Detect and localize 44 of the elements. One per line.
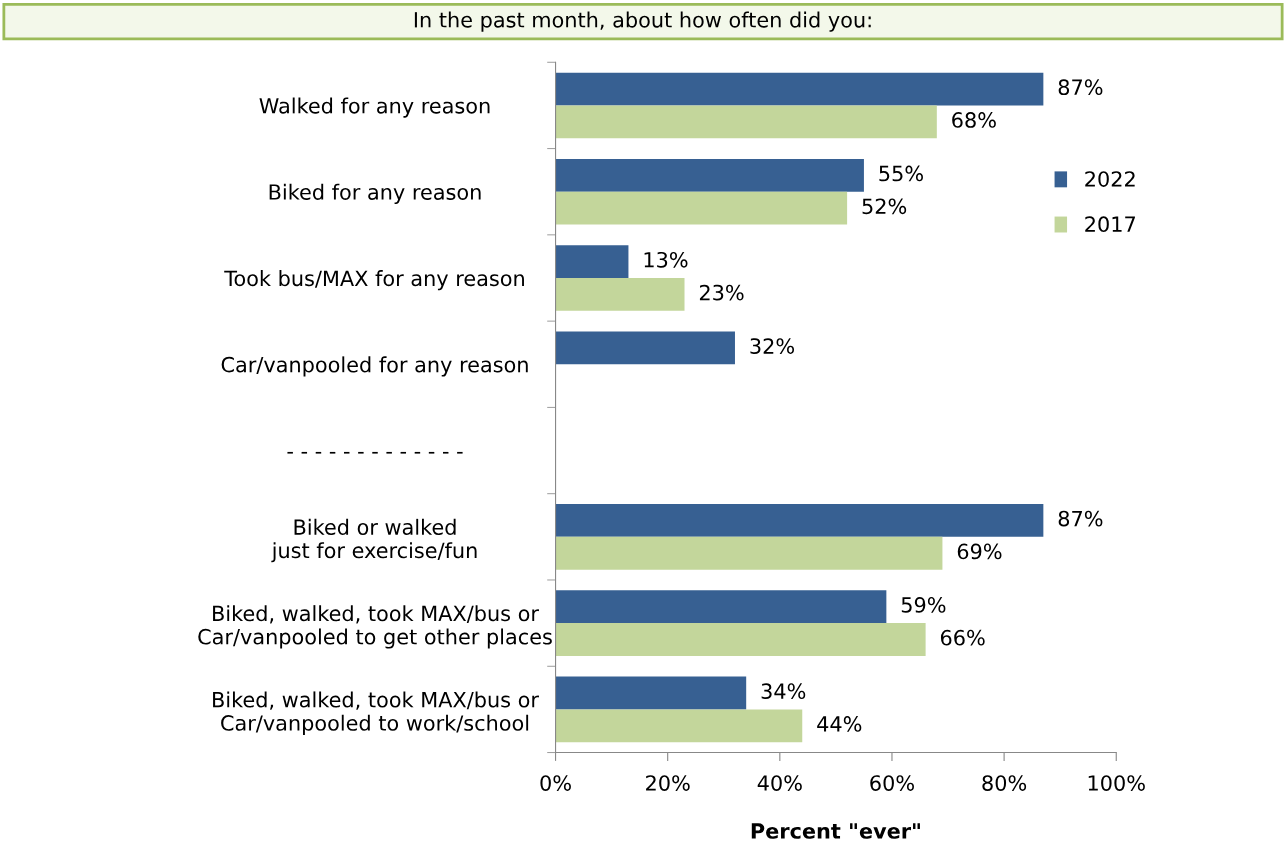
x-axis-title: Percent "ever" xyxy=(751,823,920,839)
data-label: 34% xyxy=(761,683,806,700)
bar xyxy=(555,158,864,192)
x-tick-label: 20% xyxy=(646,775,690,791)
bar xyxy=(555,536,943,570)
data-label: 44% xyxy=(817,716,862,732)
y-tick-label: Walked for any reason xyxy=(259,97,490,118)
bar xyxy=(555,277,685,311)
y-tick-label: Biked or walked just for exercise/fun xyxy=(271,518,477,563)
y-tick-label: - - - - - - - - - - - - - xyxy=(287,451,463,454)
bar xyxy=(555,504,1044,537)
y-tick-label: Car/vanpooled for any reason xyxy=(221,356,528,377)
bar xyxy=(555,590,887,624)
data-label: 52% xyxy=(862,198,907,215)
x-tick-label: 80% xyxy=(982,775,1027,791)
bar xyxy=(555,105,937,139)
y-tick-label: Biked for any reason xyxy=(269,183,481,204)
chart-title: In the past month, about how often did you: xyxy=(414,11,871,32)
bar xyxy=(555,623,926,656)
bar xyxy=(555,709,803,743)
y-tick-label: Biked, walked, took MAX/bus or Car/vanpooled to get other places xyxy=(198,605,552,649)
bar xyxy=(555,245,629,278)
x-tick-label: 100% xyxy=(1088,775,1145,791)
data-label: 13% xyxy=(644,251,688,268)
bar xyxy=(555,331,735,365)
data-label: 87% xyxy=(1058,79,1103,96)
data-label: 55% xyxy=(879,165,923,182)
data-label: 23% xyxy=(699,284,744,301)
data-label: 66% xyxy=(940,629,985,646)
x-tick-label: 60% xyxy=(870,775,914,791)
bar xyxy=(555,72,1044,106)
bar xyxy=(555,191,848,225)
data-label: 87% xyxy=(1058,510,1103,527)
bar xyxy=(555,676,747,710)
data-label: 32% xyxy=(750,338,795,354)
data-label: 68% xyxy=(952,112,996,128)
x-tick-label: 0% xyxy=(540,775,571,791)
data-label: 59% xyxy=(901,597,946,613)
y-tick-label: Took bus/MAX for any reason xyxy=(224,270,524,291)
legend-label: 2022 xyxy=(1085,171,1135,187)
x-tick-label: 40% xyxy=(757,775,802,791)
y-tick-label: Biked, walked, took MAX/bus or Car/vanpooled to work/school xyxy=(213,691,539,735)
legend-label: 2017 xyxy=(1085,216,1135,233)
data-label: 69% xyxy=(957,543,1002,560)
